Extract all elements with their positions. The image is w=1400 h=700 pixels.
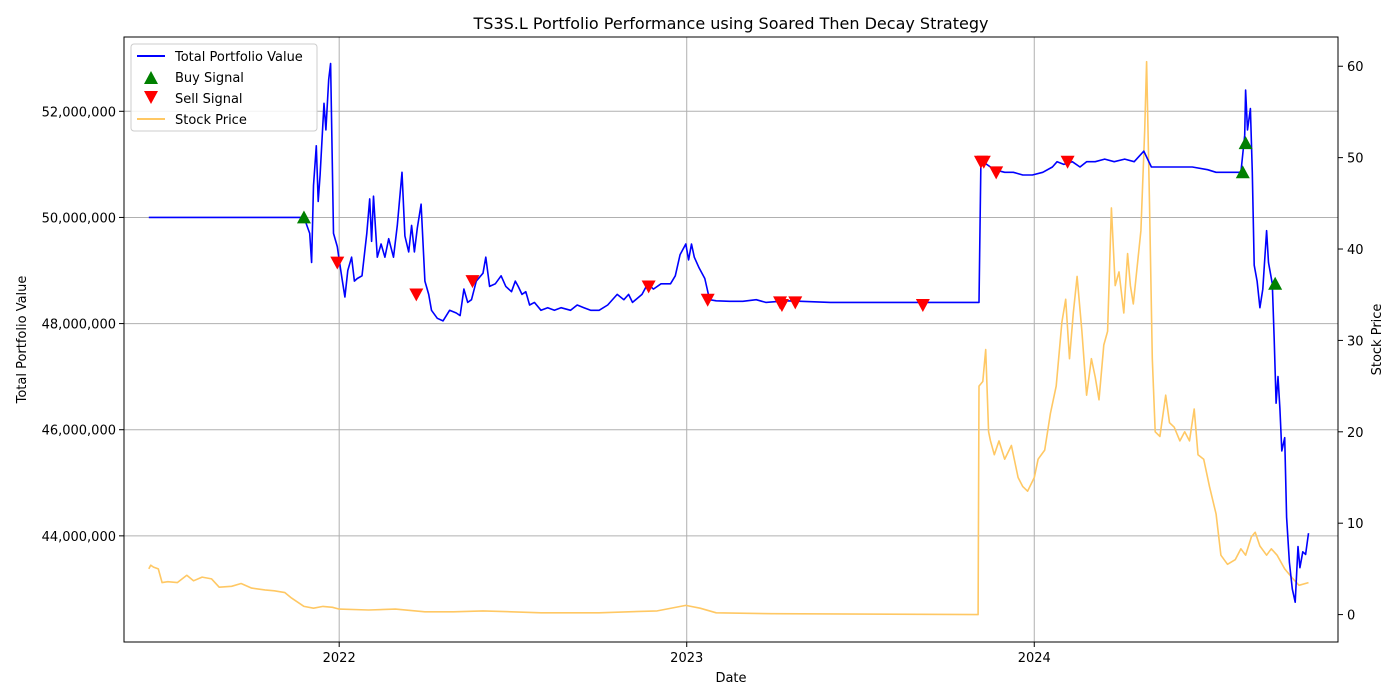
x-tick-label: 2022 xyxy=(323,651,356,666)
legend-buy-label: Buy Signal xyxy=(175,71,244,86)
sell-signal-marker xyxy=(700,293,715,307)
x-axis-title: Date xyxy=(715,671,746,686)
legend-portfolio-label: Total Portfolio Value xyxy=(174,50,303,65)
stock-price-line xyxy=(148,60,1309,616)
y-tick-label: 50,000,000 xyxy=(42,211,116,226)
legend-buy-swatch xyxy=(144,71,158,84)
y2-tick-label: 30 xyxy=(1347,334,1364,349)
sell-signal-marker xyxy=(409,288,424,302)
x-tick-label: 2024 xyxy=(1018,651,1051,666)
legend-box xyxy=(130,43,318,132)
sell-signal-marker xyxy=(465,275,480,289)
buy-signal-marker xyxy=(1268,276,1283,290)
y2-tick-label: 20 xyxy=(1347,426,1364,441)
y2-tick-label: 60 xyxy=(1347,60,1364,75)
buy-signal-marker xyxy=(296,210,311,224)
sell-signal-marker xyxy=(641,280,656,294)
y2-axis-title: Stock Price xyxy=(1370,304,1385,376)
sell-signal-marker xyxy=(1060,155,1075,169)
axes: 2022 2023 2024 44,000,000 46,000,000 48,000,0… xyxy=(42,60,1364,666)
sell-signal-marker xyxy=(330,256,345,270)
buy-signal-marker xyxy=(1235,165,1250,179)
sell-signal-marker xyxy=(989,166,1004,180)
plot-frame xyxy=(123,36,1339,643)
y-tick-label: 44,000,000 xyxy=(42,530,116,545)
y-tick-label: 48,000,000 xyxy=(42,318,116,333)
y2-tick-label: 0 xyxy=(1347,609,1355,624)
y2-tick-label: 40 xyxy=(1347,243,1364,258)
plot-area xyxy=(148,60,1310,616)
sell-signal-marker xyxy=(915,299,930,313)
legend-sell-swatch xyxy=(144,91,158,104)
y-tick-label: 52,000,000 xyxy=(42,105,116,120)
x-tick-label: 2023 xyxy=(670,651,703,666)
y-tick-label: 46,000,000 xyxy=(42,424,116,439)
buy-signal-marker xyxy=(1238,136,1253,150)
y2-tick-label: 50 xyxy=(1347,152,1364,167)
sell-signal-marker xyxy=(976,155,991,169)
y2-tick-label: 10 xyxy=(1347,517,1364,532)
chart-title: TS3S.L Portfolio Performance using Soare… xyxy=(473,14,989,33)
legend-sell-label: Sell Signal xyxy=(175,92,243,107)
sell-signal-marker xyxy=(788,296,803,310)
sell-signal-marker xyxy=(774,299,789,313)
legend-price-label: Stock Price xyxy=(175,113,247,128)
legend: Total Portfolio Value Buy Signal Sell Sign… xyxy=(130,43,318,132)
y-axis-title: Total Portfolio Value xyxy=(15,276,30,405)
